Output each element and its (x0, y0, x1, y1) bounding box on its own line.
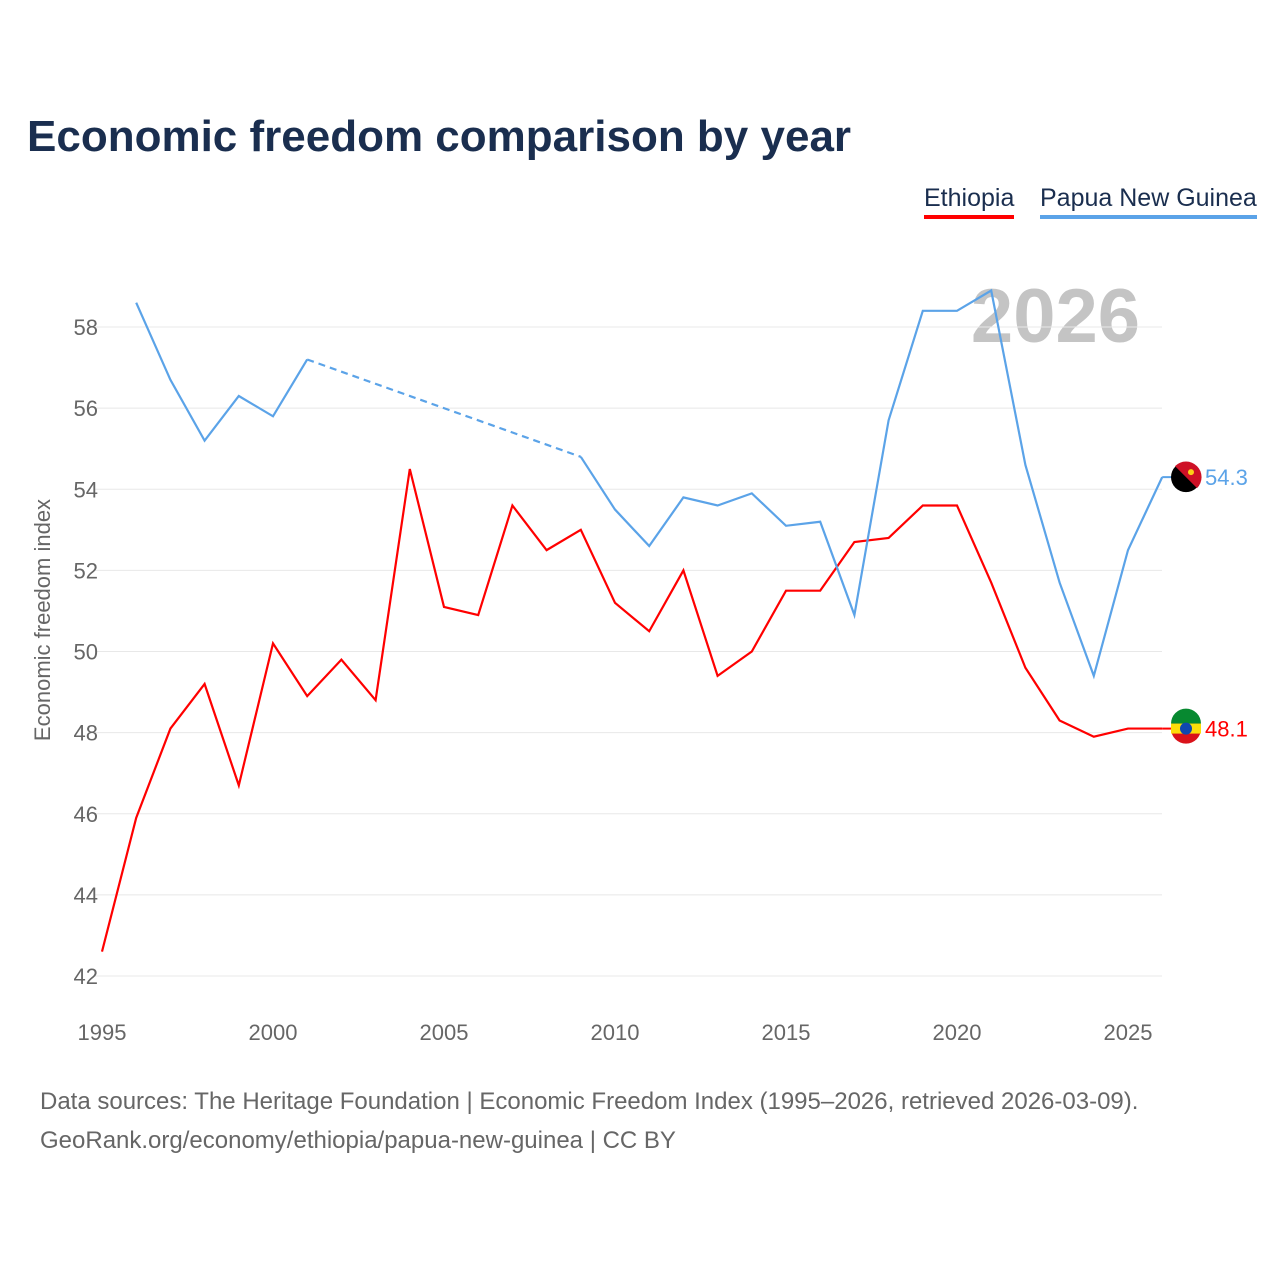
flag-bird (1188, 469, 1194, 476)
x-tick-label: 2025 (1104, 1020, 1153, 1045)
flag-emblem (1180, 722, 1192, 735)
data-source-text: Data sources: The Heritage Foundation | … (40, 1088, 1139, 1115)
x-tick-label: 2020 (933, 1020, 982, 1045)
end-value-label-ethiopia: 48.1 (1205, 717, 1248, 742)
y-axis-label: Economic freedom index (30, 499, 55, 741)
y-tick-label: 46 (74, 802, 98, 827)
flag-half (1175, 461, 1202, 489)
chart-title: Economic freedom comparison by year (27, 112, 852, 161)
x-tick-label: 2010 (591, 1020, 640, 1045)
flag-stripe (1171, 708, 1201, 724)
y-tick-label: 56 (74, 396, 98, 421)
y-tick-label: 58 (74, 315, 98, 340)
legend-papua-new-guinea[interactable]: Papua New Guinea (1040, 184, 1257, 219)
x-tick-label: 2015 (762, 1020, 811, 1045)
end-value-label-papua-new-guinea: 54.3 (1205, 465, 1248, 490)
series-line-ethiopia (100, 468, 1163, 952)
x-tick-label: 2000 (249, 1020, 298, 1045)
y-tick-label: 44 (74, 883, 98, 908)
y-tick-label: 42 (74, 964, 98, 989)
y-tick-label: 48 (74, 721, 98, 746)
x-tick-label: 2005 (420, 1020, 469, 1045)
attribution-link[interactable]: GeoRank.org/economy/ethiopia/papua-new-g… (40, 1127, 676, 1154)
series-line-papua-new-guinea (135, 288, 1164, 680)
y-tick-label: 52 (74, 558, 98, 583)
legend-ethiopia[interactable]: Ethiopia (924, 184, 1015, 219)
year-watermark: 2026 (971, 274, 1140, 359)
x-tick-label: 1995 (78, 1020, 127, 1045)
y-tick-label: 50 (74, 640, 98, 665)
series-gap-line-papua-new-guinea (306, 358, 582, 458)
y-tick-label: 54 (74, 477, 98, 502)
